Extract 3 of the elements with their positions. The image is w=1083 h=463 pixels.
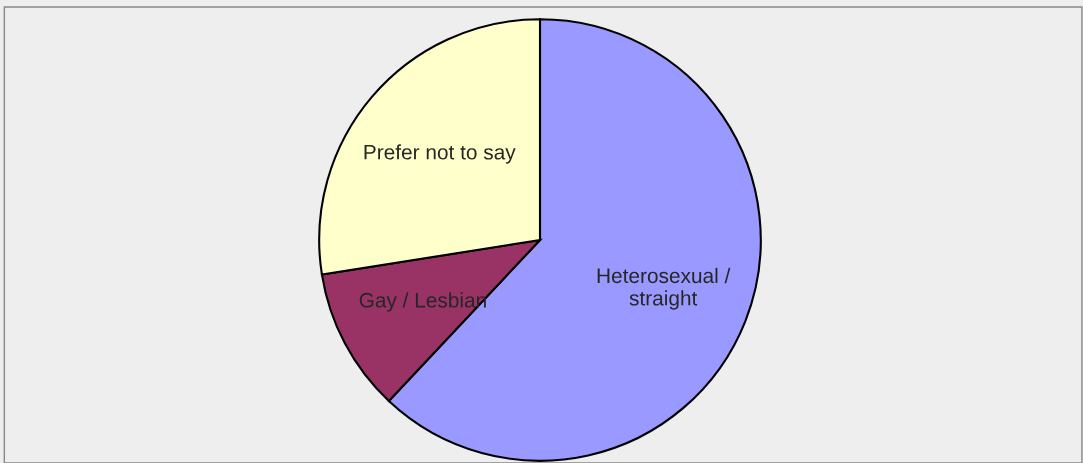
slice-label: Prefer not to say	[364, 144, 516, 164]
slice-label: Gay / Lesbian	[359, 292, 486, 312]
slice-label: Heterosexual / straight	[597, 267, 731, 310]
